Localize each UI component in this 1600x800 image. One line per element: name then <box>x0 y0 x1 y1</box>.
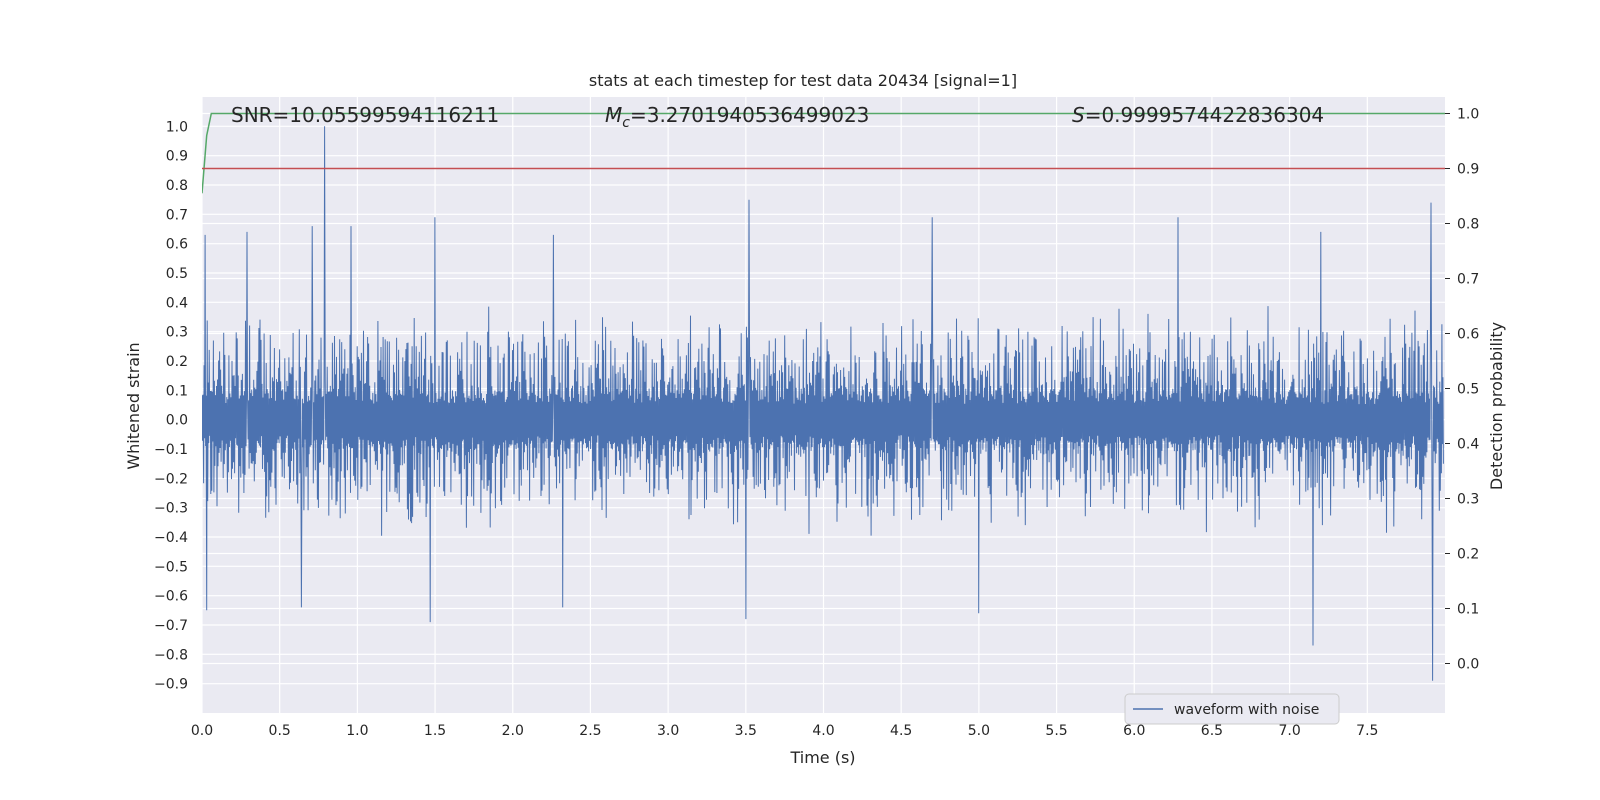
y-tick-label-19: 1.0 <box>166 119 188 135</box>
x-tick-label-12: 6.0 <box>1123 723 1145 739</box>
y2-tick-label-10: 1.0 <box>1457 107 1479 123</box>
y-tick-label-14: 0.5 <box>166 266 188 282</box>
axis-ticks: 0.0 0.5 1.0 1.5 2.0 2.5 3.0 3.5 4.0 4.5 5.0 5.5 6.0 6… <box>154 107 1479 740</box>
x-tick-label-4: 2.0 <box>502 723 524 739</box>
y-tick-label-16: 0.7 <box>166 207 188 223</box>
score-value: =0.9999574422836304 <box>1085 103 1324 127</box>
snr-annotation: SNR=10.05599594116211 <box>231 103 499 127</box>
y-axis-label: Whitened strain <box>124 342 143 469</box>
y2-tick-label-5: 0.5 <box>1457 382 1479 398</box>
x-tick-label-2: 1.0 <box>346 723 368 739</box>
y-tick-label-11: 0.2 <box>166 354 188 370</box>
chirp-mass-annotation: Mc=3.2701940536499023 <box>605 103 869 131</box>
y-tick-label-18: 0.9 <box>166 149 188 165</box>
y-tick-label-5: −0.4 <box>154 530 188 546</box>
y-tick-label-15: 0.6 <box>166 237 188 253</box>
x-tick-label-0: 0.0 <box>191 723 213 739</box>
y-tick-label-12: 0.3 <box>166 325 188 341</box>
y-tick-label-2: −0.7 <box>154 618 188 634</box>
y-tick-label-7: −0.2 <box>154 471 188 487</box>
x-tick-label-7: 3.5 <box>735 723 757 739</box>
y-tick-label-4: −0.5 <box>154 559 188 575</box>
x-tick-label-9: 4.5 <box>890 723 912 739</box>
chirp-mass-subscript: c <box>622 115 630 131</box>
y2-tick-label-1: 0.1 <box>1457 602 1479 618</box>
x-tick-label-3: 1.5 <box>424 723 446 739</box>
chirp-mass-symbol: M <box>605 103 622 127</box>
y2-tick-label-2: 0.2 <box>1457 547 1479 563</box>
y-tick-label-10: 0.1 <box>166 383 188 399</box>
y2-tick-label-6: 0.6 <box>1457 327 1479 343</box>
legend-box <box>1124 693 1340 725</box>
x-tick-label-6: 3.0 <box>657 723 679 739</box>
y-tick-label-3: −0.6 <box>154 589 188 605</box>
y2-tick-label-0: 0.0 <box>1457 657 1479 673</box>
y2-tick-label-4: 0.4 <box>1457 437 1479 453</box>
y-tick-label-8: −0.1 <box>154 442 188 458</box>
score-symbol: S <box>1072 103 1085 127</box>
x-axis-label: Time (s) <box>789 748 855 767</box>
x-tick-label-10: 5.0 <box>968 723 990 739</box>
x-tick-label-13: 6.5 <box>1201 723 1223 739</box>
series-waveform-with-noise <box>202 126 1444 681</box>
y2-tick-label-3: 0.3 <box>1457 492 1479 508</box>
x-tick-label-1: 0.5 <box>269 723 291 739</box>
y2-tick-label-9: 0.9 <box>1457 162 1479 178</box>
x-tick-label-14: 7.0 <box>1278 723 1300 739</box>
y2-tick-label-8: 0.8 <box>1457 217 1479 233</box>
y-tick-label-6: −0.3 <box>154 501 188 517</box>
score-annotation: S=0.9999574422836304 <box>1072 103 1324 127</box>
y-tick-label-1: −0.8 <box>154 647 188 663</box>
y2-axis-label: Detection probability <box>1487 322 1506 490</box>
y-tick-label-17: 0.8 <box>166 178 188 194</box>
x-tick-label-11: 5.5 <box>1045 723 1067 739</box>
x-tick-label-8: 4.0 <box>812 723 834 739</box>
chart-title: stats at each timestep for test data 204… <box>589 71 1017 90</box>
y2-tick-label-7: 0.7 <box>1457 272 1479 288</box>
y-tick-label-9: 0.0 <box>166 413 188 429</box>
y-tick-label-0: −0.9 <box>154 677 188 693</box>
chirp-mass-value: =3.2701940536499023 <box>630 103 869 127</box>
x-tick-label-5: 2.5 <box>579 723 601 739</box>
legend: waveform with noise <box>1124 693 1340 725</box>
y-tick-label-13: 0.4 <box>166 295 188 311</box>
legend-label-waveform: waveform with noise <box>1174 702 1319 718</box>
plot-series <box>202 112 1445 681</box>
series-detection-probability <box>202 112 1445 194</box>
x-tick-label-15: 7.5 <box>1356 723 1378 739</box>
